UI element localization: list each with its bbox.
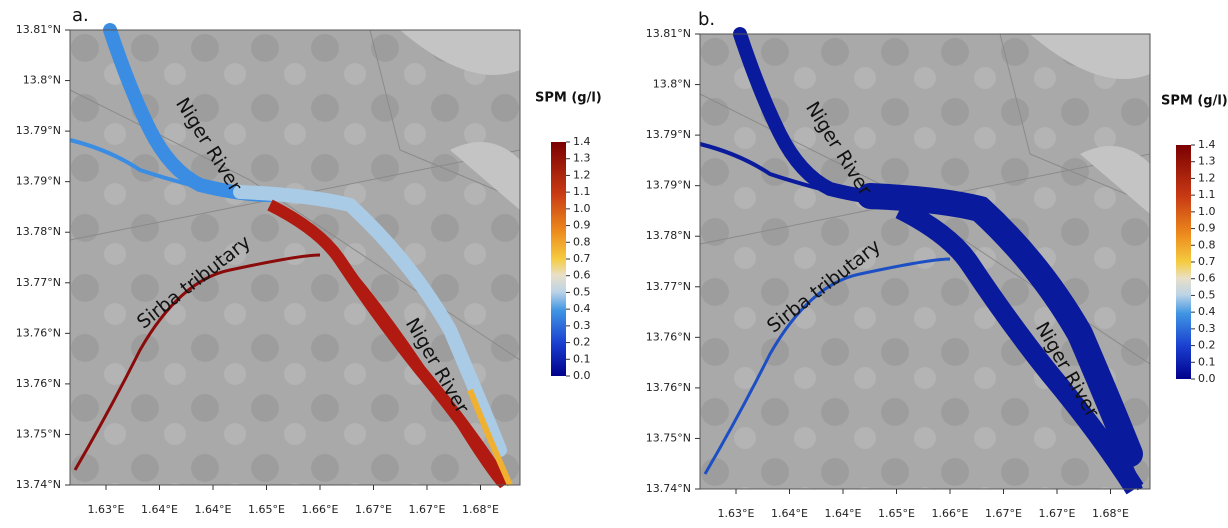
colorbar-tick-label: 1.0 — [1198, 205, 1216, 218]
colorbar-tick-label: 0.4 — [1198, 305, 1216, 318]
river-edge — [1097, 392, 1143, 491]
lat-tick-label: 13.78°N — [646, 229, 691, 242]
lighter-terrain — [1030, 34, 1150, 214]
colorbar-tick-label: 0.7 — [573, 252, 591, 265]
colorbar-tick-label: 0.6 — [1198, 272, 1216, 285]
river-branch — [308, 228, 502, 487]
colorbar-tick-label: 0.9 — [1198, 222, 1216, 235]
colorbar-tick-label: 0.0 — [1198, 372, 1216, 385]
colorbar-tick-label: 0.2 — [1198, 339, 1216, 352]
lon-tick-label: 1.64°E — [771, 507, 808, 520]
colorbar — [551, 142, 566, 376]
lat-tick-label: 13.79°N — [16, 124, 61, 137]
panel-label: a. — [72, 5, 89, 26]
lat-tick-label: 13.77°N — [646, 280, 691, 293]
map-frame — [69, 29, 521, 486]
lat-tick-label: 13.74°N — [16, 478, 61, 491]
colorbar-tick-label: 1.3 — [573, 152, 591, 165]
sirba-tributary — [703, 257, 951, 475]
lat-tick-label: 13.74°N — [646, 482, 691, 495]
lon-tick-label: 1.66°E — [932, 507, 969, 520]
river-branch — [938, 232, 1132, 491]
colorbar-tick-label: 1.2 — [573, 168, 591, 181]
lat-tick-label: 13.81°N — [16, 23, 61, 36]
colorbar-tick-label: 1.4 — [573, 135, 591, 148]
lon-tick-label: 1.67°E — [409, 503, 446, 516]
lon-tick-label: 1.67°E — [1039, 507, 1076, 520]
colorbar-tick-label: 1.1 — [573, 185, 591, 198]
lon-tick-label: 1.66°E — [302, 503, 339, 516]
lon-tick-label: 1.65°E — [248, 503, 285, 516]
lat-tick-label: 13.78°N — [16, 225, 61, 238]
lon-tick-label: 1.68°E — [1092, 507, 1129, 520]
lat-tick-label: 13.75°N — [646, 431, 691, 444]
colorbar-tick-label: 0.1 — [1198, 355, 1216, 368]
lon-tick-label: 1.67°E — [985, 507, 1022, 520]
lat-tick-label: 13.75°N — [16, 427, 61, 440]
colorbar-tick-label: 0.8 — [573, 235, 591, 248]
colorbar-tick-label: 1.4 — [1198, 138, 1216, 151]
lat-tick-label: 13.76°N — [646, 330, 691, 343]
colorbar-tick-label: 0.3 — [573, 319, 591, 332]
colorbar-tick-label: 0.0 — [573, 369, 591, 382]
river-edge — [467, 388, 513, 487]
river-side-channel — [69, 138, 211, 192]
lat-tick-label: 13.79°N — [646, 179, 691, 192]
lat-tick-label: 13.79°N — [16, 175, 61, 188]
colorbar-tick-label: 1.3 — [1198, 155, 1216, 168]
lon-tick-label: 1.64°E — [825, 507, 862, 520]
colorbar-tick-label: 0.5 — [1198, 288, 1216, 301]
colorbar-tick-label: 0.8 — [1198, 238, 1216, 251]
lon-tick-label: 1.67°E — [355, 503, 392, 516]
legend-title: SPM (g/l) — [535, 91, 602, 106]
lon-tick-label: 1.68°E — [462, 503, 499, 516]
lat-tick-label: 13.76°N — [646, 381, 691, 394]
lat-tick-label: 13.79°N — [646, 128, 691, 141]
lon-tick-label: 1.65°E — [878, 507, 915, 520]
colorbar-tick-label: 1.1 — [1198, 188, 1216, 201]
colorbar-tick-label: 0.6 — [573, 269, 591, 282]
lon-tick-label: 1.64°E — [195, 503, 232, 516]
map-frame — [699, 33, 1151, 490]
lat-tick-label: 13.76°N — [16, 377, 61, 390]
colorbar-tick-label: 1.0 — [573, 202, 591, 215]
legend-title: SPM (g/l) — [1161, 94, 1228, 109]
sirba-tributary — [73, 253, 321, 471]
colorbar-tick-label: 0.1 — [573, 352, 591, 365]
lat-tick-label: 13.81°N — [646, 27, 691, 40]
colorbar-tick-label: 0.9 — [573, 219, 591, 232]
river-main — [233, 185, 507, 457]
lat-tick-label: 13.8°N — [23, 74, 61, 87]
panel-label: b. — [698, 9, 715, 30]
river-side-channel — [699, 142, 841, 196]
colorbar-tick-label: 1.2 — [1198, 171, 1216, 184]
colorbar-tick-label: 0.3 — [1198, 322, 1216, 335]
lon-tick-label: 1.63°E — [718, 507, 755, 520]
lat-tick-label: 13.76°N — [16, 326, 61, 339]
lat-tick-label: 13.77°N — [16, 276, 61, 289]
lon-tick-label: 1.64°E — [141, 503, 178, 516]
lon-tick-label: 1.63°E — [88, 503, 125, 516]
colorbar-tick-label: 0.5 — [573, 285, 591, 298]
river-main — [857, 183, 1143, 467]
colorbar-tick-label: 0.2 — [573, 336, 591, 349]
colorbar — [1176, 145, 1191, 379]
lat-tick-label: 13.8°N — [653, 78, 691, 91]
colorbar-tick-label: 0.7 — [1198, 255, 1216, 268]
colorbar-tick-label: 0.4 — [573, 302, 591, 315]
lighter-terrain — [400, 30, 520, 210]
